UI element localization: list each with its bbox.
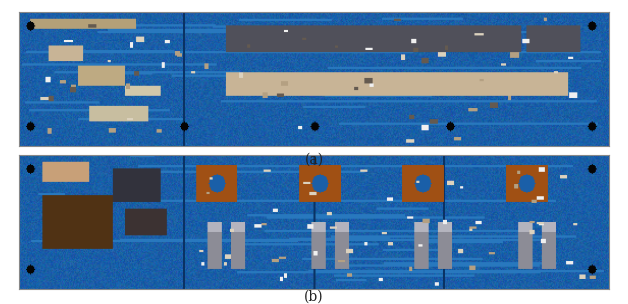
Text: (a): (a) (305, 153, 323, 167)
Text: (b): (b) (304, 289, 324, 303)
